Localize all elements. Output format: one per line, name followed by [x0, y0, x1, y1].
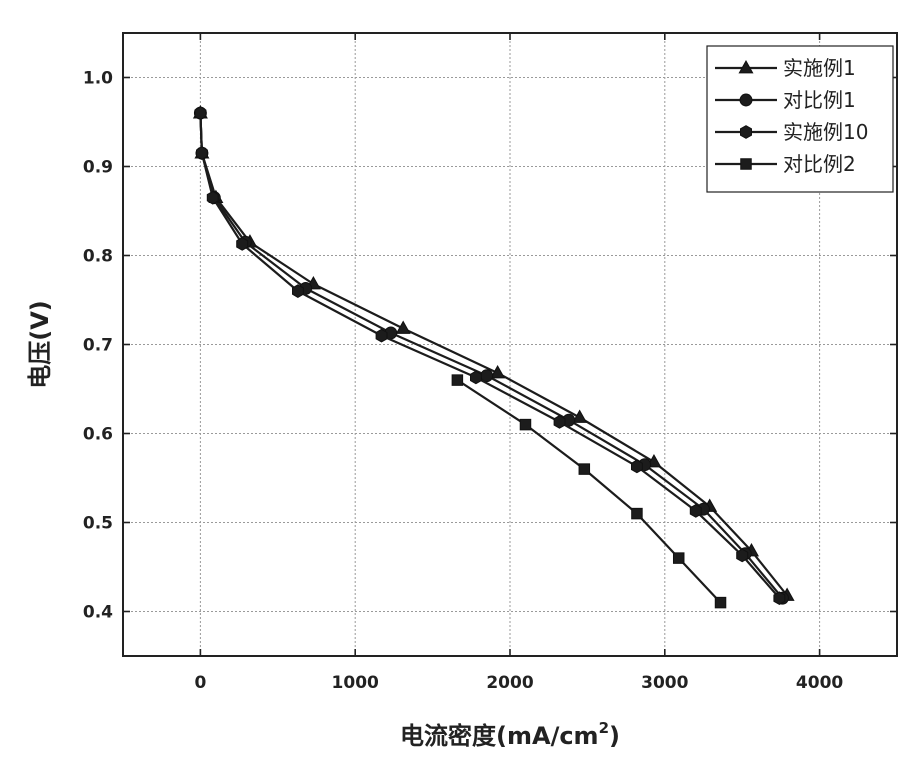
legend-label: 实施例1 [783, 56, 856, 80]
y-tick-label: 0.7 [83, 336, 113, 356]
legend-marker [740, 158, 752, 170]
legend-marker [739, 93, 753, 107]
data-point [714, 596, 727, 609]
legend-entry: 对比例2 [715, 152, 856, 176]
legend-marker [740, 125, 752, 139]
series-hexagon [194, 106, 786, 605]
data-point [196, 146, 208, 160]
axis-ticks: 0 1000 2000 3000 4000 0.4 0.5 0.6 0.7 0.8 0.9 1.0 [83, 33, 897, 693]
data-point [553, 415, 566, 429]
series-square [451, 374, 727, 609]
legend-marker [738, 59, 754, 74]
series-line [199, 113, 781, 599]
data-point [236, 237, 249, 251]
x-axis-title-close: ) [609, 722, 620, 750]
x-tick-label: 1000 [332, 673, 379, 693]
series-circle [193, 106, 789, 605]
data-point [194, 106, 207, 120]
x-tick-label: 3000 [641, 673, 688, 693]
data-point [572, 409, 588, 423]
legend-entry: 对比例1 [715, 88, 856, 112]
data-point [631, 507, 643, 520]
series-line [199, 113, 784, 599]
x-tick-label: 2000 [486, 673, 533, 693]
series-line [456, 379, 722, 604]
y-tick-label: 1.0 [83, 69, 113, 89]
data-point [519, 418, 532, 431]
x-tick-label: 4000 [796, 673, 843, 693]
data-point [451, 374, 464, 386]
legend: 实施例1 对比例1 实施例10 对比例2 [706, 45, 894, 193]
legend-box [706, 45, 894, 193]
y-tick-label: 0.6 [83, 425, 113, 445]
data-point [395, 320, 411, 334]
y-tick-label: 0.4 [83, 603, 113, 623]
data-point [773, 591, 786, 605]
data-point [206, 190, 219, 205]
data-point [578, 463, 591, 475]
series-line [199, 113, 788, 597]
data-point [689, 504, 702, 518]
legend-label: 对比例2 [783, 152, 856, 176]
y-axis-title: 电压(V) [26, 300, 54, 389]
x-axis-title-main: 电流密度(mA/cm [400, 722, 599, 750]
y-tick-label: 0.8 [83, 247, 113, 267]
legend-entry: 实施例10 [715, 120, 868, 144]
series-triangle [192, 105, 795, 601]
data-point [736, 548, 749, 563]
series-layer [192, 105, 795, 609]
data-point [490, 364, 506, 379]
legend-entry: 实施例1 [715, 56, 856, 80]
data-point [292, 284, 304, 298]
legend-label: 实施例10 [783, 120, 868, 144]
y-tick-label: 0.5 [83, 514, 113, 534]
x-axis-title: 电流密度(mA/cm2) [400, 719, 620, 750]
data-point [672, 552, 685, 564]
legend-entries: 实施例1 对比例1 实施例10 对比例2 [715, 56, 868, 176]
x-axis-title-superscript: 2 [599, 719, 609, 737]
data-point [631, 459, 643, 474]
data-point [375, 328, 388, 343]
y-tick-label: 0.9 [83, 158, 113, 178]
legend-label: 对比例1 [783, 88, 856, 112]
data-point [470, 370, 482, 385]
x-tick-label: 0 [194, 673, 206, 693]
